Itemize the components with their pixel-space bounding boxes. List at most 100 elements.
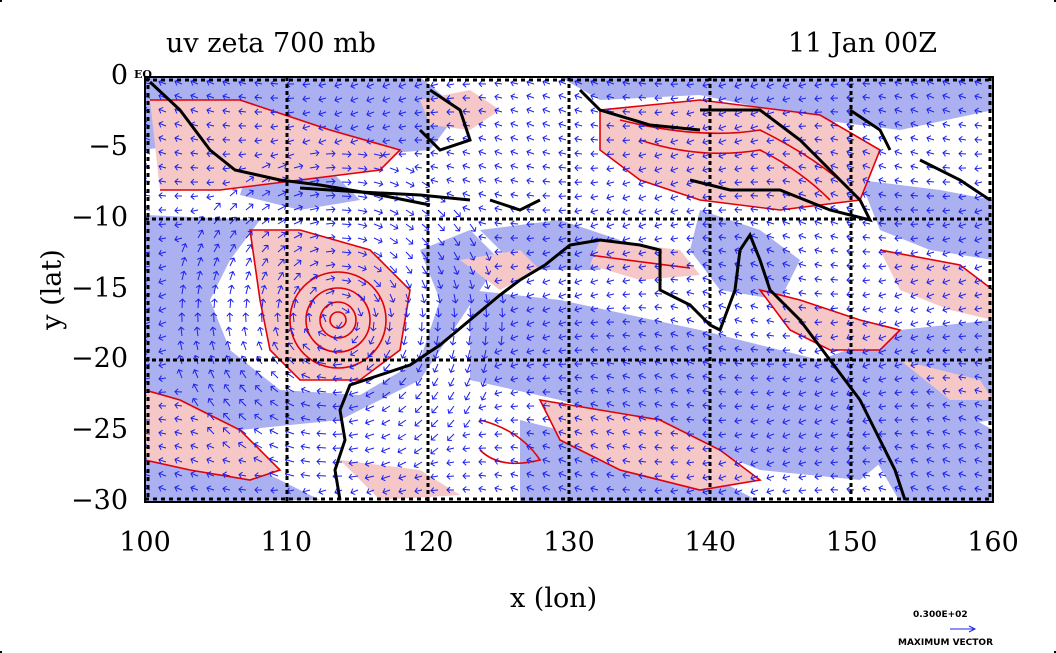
wind-vector	[958, 346, 967, 354]
wind-vector	[494, 93, 503, 101]
wind-vector	[174, 207, 183, 214]
wind-vector	[878, 93, 887, 101]
wind-vector	[910, 361, 919, 369]
wind-vector	[483, 293, 491, 304]
wind-vector	[301, 372, 311, 379]
wind-vector	[926, 333, 935, 341]
wind-vector	[638, 180, 647, 187]
wind-vector	[174, 484, 183, 492]
wind-vector	[341, 249, 352, 256]
wind-vector	[894, 402, 903, 410]
wind-vector	[558, 207, 567, 214]
wind-vector	[558, 192, 567, 200]
wind-vector	[670, 487, 679, 495]
wind-vector	[158, 120, 167, 128]
wind-vector	[654, 317, 663, 325]
wind-vector	[462, 149, 471, 156]
wind-vector	[942, 456, 951, 464]
wind-vector	[373, 208, 384, 216]
wind-vector	[766, 191, 775, 199]
wind-vector	[590, 150, 599, 158]
wind-vector	[606, 222, 615, 230]
wind-vector	[894, 234, 903, 242]
wind-vector	[389, 279, 397, 288]
wind-vector	[542, 106, 551, 114]
wind-vector	[670, 415, 679, 423]
wind-vector	[364, 460, 375, 467]
wind-vector	[606, 443, 615, 450]
wind-vector	[910, 402, 919, 410]
wind-vector	[606, 332, 615, 340]
wind-vector	[718, 165, 727, 173]
wind-vector	[254, 108, 263, 116]
wind-vector	[158, 388, 167, 396]
wind-vector	[316, 345, 327, 352]
wind-vector	[830, 149, 839, 157]
wind-vector	[766, 332, 775, 339]
wind-vector	[399, 391, 407, 399]
wind-vector	[926, 121, 935, 128]
wind-vector	[158, 278, 167, 285]
wind-vector	[389, 223, 399, 231]
wind-vector	[494, 444, 503, 452]
wind-vector	[654, 137, 663, 145]
wind-vector	[942, 164, 951, 171]
wind-vector	[670, 249, 679, 256]
wind-vector	[302, 95, 311, 103]
wind-vector	[510, 177, 519, 184]
wind-vector	[325, 261, 336, 269]
wind-vector	[606, 457, 615, 464]
wind-vector	[638, 123, 647, 130]
wind-vector	[174, 135, 183, 142]
wind-vector	[373, 180, 384, 187]
wind-vector	[654, 429, 663, 437]
wind-vector	[190, 442, 199, 450]
wind-vector	[958, 387, 967, 395]
wind-vector	[974, 359, 983, 367]
wind-vector	[192, 383, 199, 393]
wind-vector	[542, 470, 551, 478]
wind-vector	[405, 237, 414, 245]
wind-vector	[255, 370, 263, 379]
wind-vector	[389, 167, 400, 174]
wind-vector	[255, 385, 263, 393]
wind-vector	[398, 123, 407, 131]
wind-vector	[926, 484, 935, 492]
wind-vector	[381, 405, 391, 413]
wind-vector	[974, 278, 983, 285]
wind-vector	[830, 486, 839, 494]
wind-vector	[222, 457, 231, 464]
wind-vector	[654, 94, 663, 102]
wind-vector	[275, 298, 283, 309]
wind-vector	[208, 354, 215, 365]
wind-vector	[606, 93, 615, 101]
wind-vector	[494, 191, 503, 198]
wind-vector	[942, 250, 951, 257]
wind-vector	[430, 163, 439, 171]
wind-vector	[211, 298, 218, 309]
wind-vector	[926, 178, 935, 185]
wind-vector	[222, 107, 231, 115]
wind-vector	[622, 443, 631, 450]
y-tick-label: −20	[71, 343, 128, 375]
wind-vector	[341, 192, 352, 200]
wind-vector	[325, 192, 336, 199]
wind-vector	[158, 334, 167, 341]
wind-vector	[158, 135, 167, 142]
wind-vector	[798, 191, 807, 198]
vorticity-contours	[145, 99, 993, 491]
wind-vector	[958, 278, 967, 285]
wind-vector	[193, 340, 200, 351]
wind-vector	[483, 307, 490, 318]
wind-vector	[526, 320, 535, 328]
wind-vector	[574, 346, 583, 354]
wind-vector	[542, 121, 551, 128]
wind-vector	[654, 194, 663, 202]
wind-vector	[718, 417, 727, 424]
wind-vector	[373, 293, 381, 303]
wind-vector	[638, 317, 647, 325]
wind-vector	[325, 275, 336, 282]
wind-vector	[942, 374, 951, 382]
wind-vector	[542, 235, 551, 243]
wind-vector	[830, 290, 839, 298]
